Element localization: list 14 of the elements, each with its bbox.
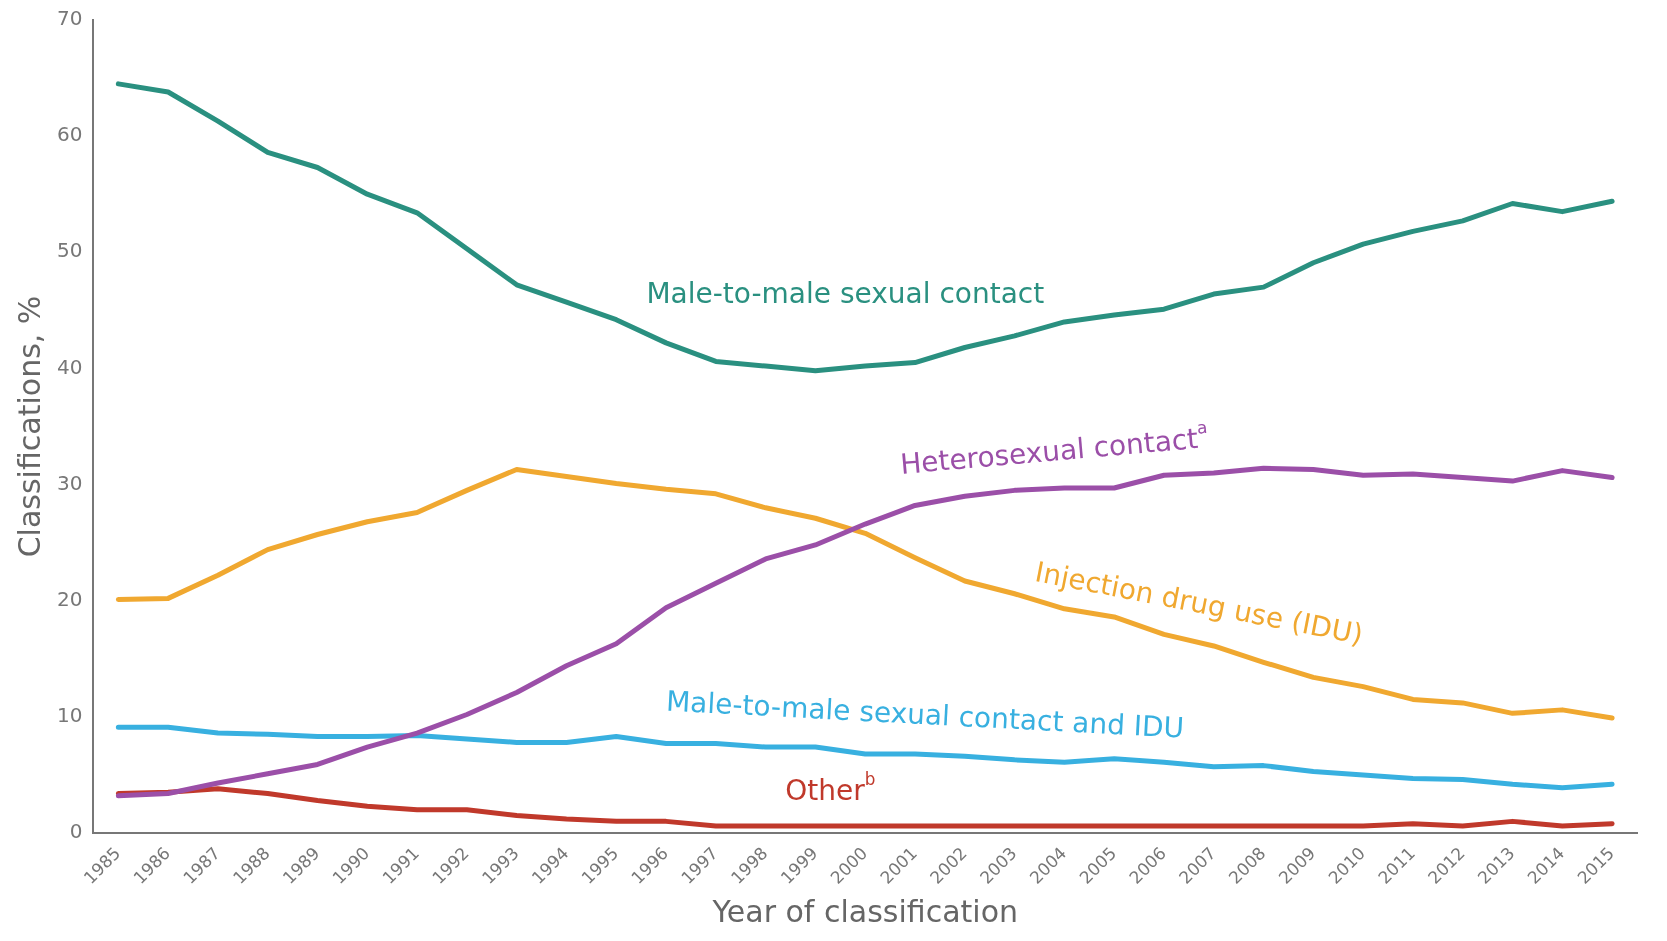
series-label: Heterosexual contacta bbox=[898, 416, 1209, 481]
y-tick-label: 10 bbox=[57, 703, 83, 728]
x-axis-title: Year of classification bbox=[711, 893, 1019, 929]
y-axis-title: Classifications, % bbox=[11, 295, 47, 558]
y-tick-label: 30 bbox=[57, 470, 83, 495]
y-tick-label: 40 bbox=[57, 354, 83, 379]
series-label: Male-to-male sexual contact and IDU bbox=[665, 684, 1185, 745]
y-tick-label: 20 bbox=[57, 586, 83, 611]
y-tick-label: 0 bbox=[69, 819, 83, 844]
y-tick-label: 50 bbox=[57, 238, 83, 263]
y-tick-label: 70 bbox=[57, 6, 83, 31]
series-label: Male-to-male sexual contact bbox=[646, 276, 1045, 310]
text: Injection drug use (IDU) bbox=[1032, 555, 1366, 652]
y-tick-label: 60 bbox=[57, 122, 83, 147]
